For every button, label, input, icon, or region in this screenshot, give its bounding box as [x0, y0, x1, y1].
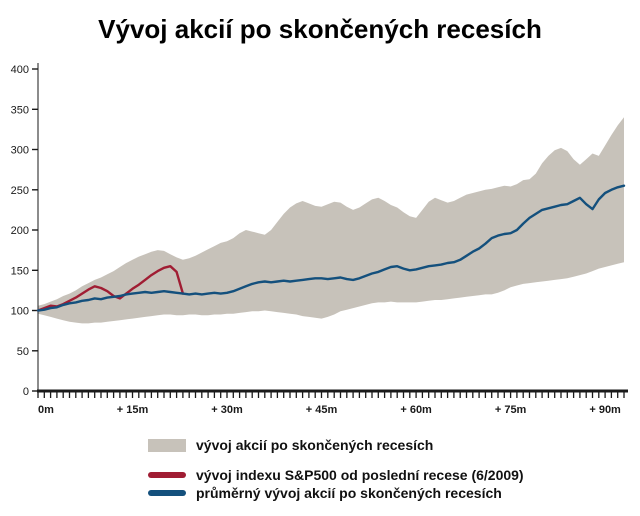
svg-text:+ 30m: + 30m: [211, 404, 243, 416]
legend-item-sp500: vývoj indexu S&P500 od poslední recese (…: [148, 467, 640, 483]
svg-text:+ 60m: + 60m: [400, 404, 432, 416]
legend-item-average: průměrný vývoj akcií po skončených reces…: [148, 485, 640, 501]
average-line-swatch-icon: [148, 490, 186, 496]
svg-text:350: 350: [11, 104, 29, 116]
legend: vývoj akcií po skončených recesích vývoj…: [0, 425, 640, 501]
svg-text:0m: 0m: [38, 404, 54, 416]
svg-text:250: 250: [11, 185, 29, 197]
svg-text:400: 400: [11, 64, 29, 76]
legend-label-sp500: vývoj indexu S&P500 od poslední recese (…: [196, 467, 524, 483]
band-swatch-icon: [148, 438, 186, 452]
svg-text:200: 200: [11, 225, 29, 237]
chart-area: 0 50 100 150 200 250 300 350 400 0m + 15m + 30m + 45…: [0, 53, 640, 425]
page-title: Vývoj akcií po skončených recesích: [98, 14, 542, 44]
svg-text:+ 75m: + 75m: [495, 404, 527, 416]
svg-text:+ 15m: + 15m: [117, 404, 149, 416]
legend-item-band: vývoj akcií po skončených recesích: [148, 437, 640, 453]
svg-text:50: 50: [17, 346, 29, 358]
svg-text:0: 0: [23, 386, 29, 398]
svg-text:150: 150: [11, 265, 29, 277]
svg-text:100: 100: [11, 306, 29, 318]
svg-text:+ 45m: + 45m: [306, 404, 338, 416]
svg-text:+ 90m: + 90m: [589, 404, 621, 416]
legend-label-average: průměrný vývoj akcií po skončených reces…: [196, 485, 502, 501]
chart-svg: 0 50 100 150 200 250 300 350 400 0m + 15m + 30m + 45…: [11, 63, 628, 416]
legend-label-band: vývoj akcií po skončených recesích: [196, 437, 434, 453]
svg-text:300: 300: [11, 145, 29, 157]
sp500-line-swatch-icon: [148, 472, 186, 478]
